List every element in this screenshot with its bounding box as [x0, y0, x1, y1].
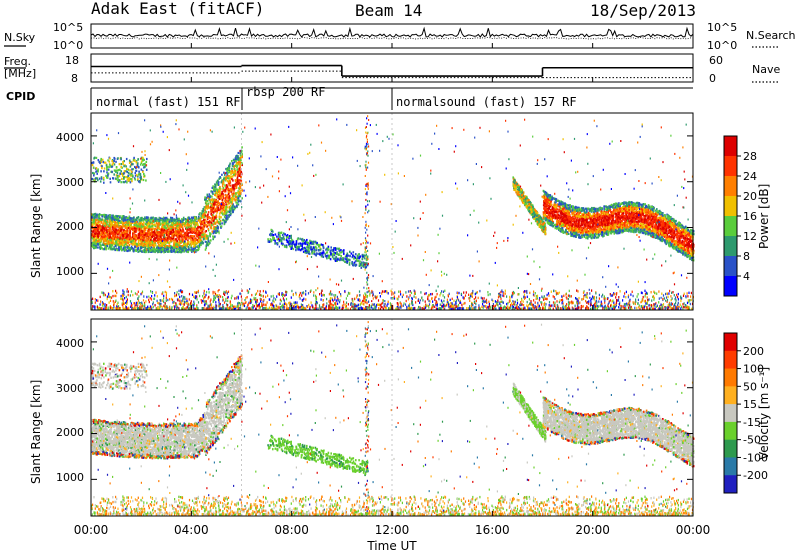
velocity-colorbar-swatch: [724, 440, 737, 458]
velocity-colorbar-swatch: [724, 475, 737, 493]
power-colorbar-swatch: [724, 136, 737, 157]
nsky-label: N.Sky: [4, 31, 36, 44]
cpid-program-2: rbsp 200 RF: [246, 85, 325, 99]
cpid-program-1: normal (fast) 151 RF: [96, 95, 241, 109]
power-colorbar-tick-label: 8: [743, 250, 750, 263]
nave-right-tick-top: 60: [709, 54, 723, 67]
velocity-colorbar-swatch: [724, 386, 737, 404]
velocity-ytick-1000: 1000: [56, 471, 84, 484]
xtick-label: 00:00: [74, 523, 109, 537]
power-panel: 1000 2000 3000 4000 Slant Range [km]: [29, 113, 695, 310]
power-colorbar-label: Power [dB]: [757, 184, 771, 249]
velocity-colorbar-swatch: [724, 422, 737, 440]
velocity-colorbar-tick-label: 200: [743, 345, 764, 358]
power-colorbar-swatch: [724, 176, 737, 197]
noise-left-tick-top: 10^5: [53, 21, 83, 34]
nsearch-trace: [91, 38, 693, 40]
noise-left-tick-bottom: 10^0: [53, 39, 83, 52]
velocity-colorbar-swatch: [724, 404, 737, 422]
nave-right-tick-bottom: 0: [709, 72, 716, 85]
power-colorbar-tick-label: 4: [743, 270, 750, 283]
velocity-colorbar-label: Velocity [m s⁻¹]: [757, 367, 771, 460]
xtick-label: 00:00: [676, 523, 711, 537]
power-colorbar: 4 8 12 16 20 24 28: [724, 136, 757, 297]
velocity-colorbar-tick-label: 50: [743, 380, 757, 393]
noise-right-tick-bottom: 10^0: [707, 39, 737, 52]
nsky-trace: [91, 28, 693, 37]
velocity-ytick-2000: 2000: [56, 426, 84, 439]
xtick-label: 12:00: [375, 523, 410, 537]
power-colorbar-tick-label: 12: [743, 230, 757, 243]
power-ytick-2000: 2000: [56, 220, 84, 233]
power-colorbar-swatch: [724, 236, 737, 257]
velocity-ytick-3000: 3000: [56, 382, 84, 395]
power-colorbar-swatch: [724, 256, 737, 277]
power-colorbar-swatch: [724, 156, 737, 177]
velocity-colorbar-tick-label: -200: [743, 469, 768, 482]
beam-title: Beam 14: [355, 1, 422, 20]
power-colorbar-tick-label: 16: [743, 210, 757, 223]
power-colorbar-swatch: [724, 276, 737, 297]
noise-traces: [91, 28, 693, 39]
cpid-program-3: normalsound (fast) 157 RF: [396, 95, 577, 109]
power-ylabel: Slant Range [km]: [29, 174, 43, 278]
power-ytick-1000: 1000: [56, 265, 84, 278]
nsearch-label: N.Search: [746, 29, 796, 42]
freq-traces: [91, 66, 693, 78]
velocity-colorbar-swatch: [724, 369, 737, 387]
xtick-label: 08:00: [274, 523, 309, 537]
date-title: 18/Sep/2013: [590, 1, 696, 20]
power-colorbar-tick-label: 20: [743, 190, 757, 203]
radar-plot: Adak East (fitACF) Beam 14 18/Sep/2013 N…: [0, 0, 800, 554]
xtick-label: 20:00: [575, 523, 610, 537]
freq-panel: 18 8 60 0: [65, 54, 723, 85]
power-scatter: [91, 113, 695, 310]
power-colorbar-swatch: [724, 196, 737, 217]
cpid-label: CPID: [6, 90, 35, 103]
velocity-colorbar-swatch: [724, 351, 737, 369]
cpid-panel: normal (fast) 151 RF rbsp 200 RF normals…: [91, 85, 693, 110]
velocity-scatter: [91, 319, 695, 516]
velocity-colorbar-swatch: [724, 333, 737, 351]
nave-label: Nave: [752, 63, 780, 76]
power-ytick-4000: 4000: [56, 131, 84, 144]
noise-right-tick-top: 10^5: [707, 21, 737, 34]
velocity-yticks: 1000 2000 3000 4000: [56, 337, 84, 484]
velocity-colorbar-tick-label: 15: [743, 398, 757, 411]
velocity-ylabel: Slant Range [km]: [29, 380, 43, 484]
power-yticks: 1000 2000 3000 4000: [56, 131, 84, 278]
power-colorbar-tick-label: 24: [743, 170, 757, 183]
velocity-panel: 1000 2000 3000 4000 Slant Range [km]: [29, 319, 695, 516]
power-colorbar-swatch: [724, 216, 737, 237]
freq-label-2: [MHz]: [4, 67, 36, 80]
station-title: Adak East (fitACF): [91, 0, 264, 18]
noise-panel: 10^5 10^0 10^5 10^0: [53, 21, 737, 52]
freq-left-tick-bottom: 8: [71, 72, 78, 85]
freq-left-tick-top: 18: [65, 54, 79, 67]
velocity-ytick-4000: 4000: [56, 337, 84, 350]
xaxis-label: Time UT: [366, 539, 417, 553]
velocity-colorbar-swatch: [724, 457, 737, 475]
xtick-label: 04:00: [174, 523, 209, 537]
power-colorbar-tick-label: 28: [743, 150, 757, 163]
power-ytick-3000: 3000: [56, 176, 84, 189]
xtick-label: 16:00: [475, 523, 510, 537]
